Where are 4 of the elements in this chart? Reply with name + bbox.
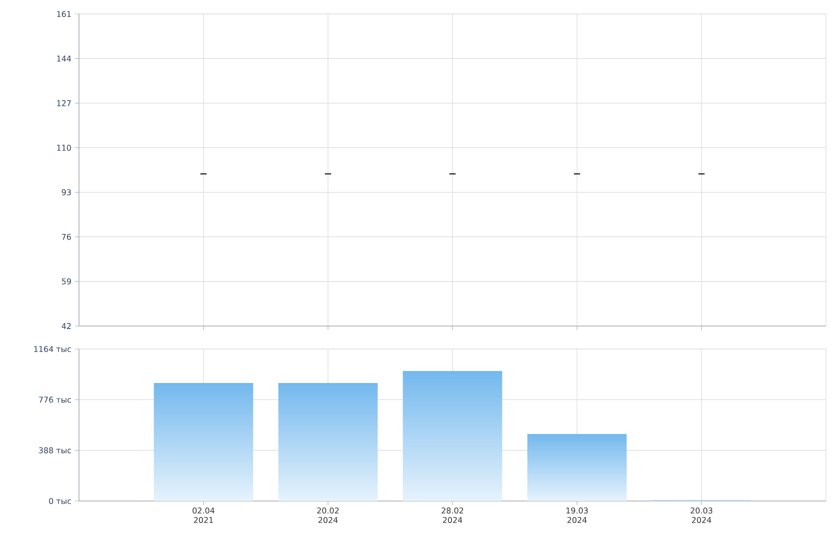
bar <box>402 371 502 501</box>
bar <box>527 434 627 501</box>
bar <box>278 383 378 501</box>
bar <box>154 383 254 501</box>
